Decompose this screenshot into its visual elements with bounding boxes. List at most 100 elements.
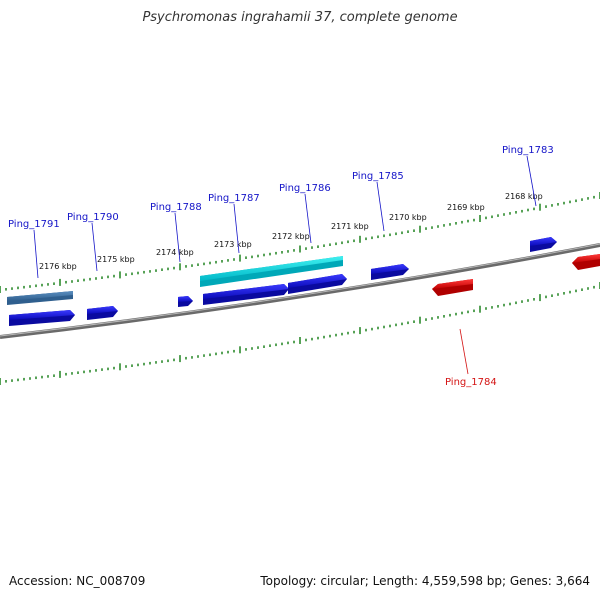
minor-tick: [407, 321, 409, 325]
minor-tick: [383, 234, 385, 238]
minor-tick: [227, 259, 229, 262]
minor-tick: [461, 311, 463, 315]
minor-tick: [323, 244, 325, 247]
gene-feature-ping-1790[interactable]: [87, 306, 118, 320]
minor-tick: [161, 268, 163, 271]
minor-tick: [47, 375, 49, 378]
minor-tick: [107, 367, 109, 371]
minor-tick: [377, 326, 379, 330]
minor-tick: [305, 247, 307, 250]
minor-tick: [317, 245, 319, 248]
minor-tick: [233, 258, 235, 261]
minor-tick: [23, 377, 25, 381]
minor-tick: [449, 313, 451, 317]
minor-tick: [233, 349, 235, 353]
minor-tick: [125, 365, 127, 368]
gene-feature-reverse-edge[interactable]: [572, 254, 600, 270]
scale-label-2173: 2173 kbp: [214, 240, 252, 249]
minor-tick: [245, 348, 247, 351]
gene-feature-ping-1786[interactable]: [288, 274, 347, 294]
gene-feature-ping-1783[interactable]: [530, 237, 557, 252]
gene-label-ping-1786[interactable]: Ping_1786: [279, 183, 331, 194]
minor-tick: [341, 332, 343, 336]
minor-tick: [491, 306, 493, 309]
minor-tick: [449, 223, 451, 226]
minor-tick: [329, 334, 331, 338]
major-tick: [479, 305, 481, 313]
minor-tick: [71, 372, 73, 375]
major-tick: [539, 294, 541, 302]
minor-tick: [83, 278, 85, 282]
minor-tick: [335, 242, 337, 246]
scale-label-2169: 2169 kbp: [447, 203, 485, 212]
gene-label-ping-1783[interactable]: Ping_1783: [502, 145, 554, 156]
major-tick: [59, 278, 61, 286]
minor-tick: [275, 251, 277, 255]
minor-tick: [467, 310, 469, 314]
minor-tick: [215, 352, 217, 356]
gene-label-ping-1784[interactable]: Ping_1784: [445, 377, 497, 388]
minor-tick: [77, 371, 79, 374]
minor-tick: [173, 266, 175, 270]
minor-tick: [143, 270, 145, 274]
gene-feature-rna[interactable]: [7, 291, 73, 305]
major-tick: [419, 225, 421, 233]
minor-tick: [575, 199, 577, 203]
minor-tick: [137, 271, 139, 275]
minor-tick: [497, 305, 499, 308]
gene-feature-ping-1788[interactable]: [178, 296, 193, 307]
minor-tick: [215, 260, 217, 264]
minor-tick: [509, 302, 511, 306]
gene-label-ping-1787[interactable]: Ping_1787: [208, 193, 260, 204]
minor-tick: [155, 269, 157, 272]
minor-tick: [287, 250, 289, 253]
gene-feature-ping-1784[interactable]: [432, 279, 473, 296]
minor-tick: [491, 215, 493, 219]
gene-feature-ping-1785[interactable]: [371, 264, 409, 280]
minor-tick: [191, 356, 193, 359]
minor-tick: [593, 195, 595, 199]
minor-tick: [263, 345, 265, 348]
gene-feature-ping-1791[interactable]: [9, 310, 75, 326]
minor-tick: [551, 204, 553, 207]
minor-tick: [185, 265, 187, 268]
minor-tick: [431, 226, 433, 229]
minor-tick: [197, 355, 199, 358]
gene-label-ping-1788[interactable]: Ping_1788: [150, 202, 202, 213]
major-tick: [479, 215, 481, 222]
minor-tick: [347, 331, 349, 335]
scale-label-2175: 2175 kbp: [97, 255, 135, 264]
minor-tick: [17, 286, 19, 290]
minor-tick: [77, 279, 79, 282]
minor-tick: [95, 277, 97, 280]
minor-tick: [89, 277, 91, 281]
gene-feature-highlight[interactable]: [200, 256, 343, 287]
minor-tick: [275, 343, 277, 347]
scale-label-2171: 2171 kbp: [331, 222, 369, 231]
minor-tick: [113, 274, 115, 278]
major-tick: [299, 245, 301, 253]
major-tick: [419, 316, 421, 324]
leader-ping-1786: [304, 193, 312, 244]
gene-label-ping-1791[interactable]: Ping_1791: [8, 219, 60, 230]
minor-tick: [563, 292, 565, 295]
gene-label-ping-1785[interactable]: Ping_1785: [352, 171, 404, 182]
minor-tick: [389, 233, 391, 237]
minor-tick: [569, 200, 571, 204]
minor-tick: [473, 309, 475, 313]
scale-ticks-outer: [0, 192, 600, 293]
minor-tick: [395, 323, 397, 327]
minor-tick: [197, 263, 199, 266]
minor-tick: [383, 325, 385, 329]
minor-tick: [131, 272, 133, 276]
gene-label-ping-1790[interactable]: Ping_1790: [67, 212, 119, 223]
minor-tick: [509, 212, 511, 215]
minor-tick: [533, 298, 535, 301]
minor-tick: [257, 254, 259, 258]
major-tick: [179, 355, 181, 363]
gene-feature-ping-1787[interactable]: [203, 284, 289, 305]
minor-tick: [65, 372, 67, 376]
minor-tick: [437, 225, 439, 228]
leader-ping-1790: [91, 222, 98, 272]
